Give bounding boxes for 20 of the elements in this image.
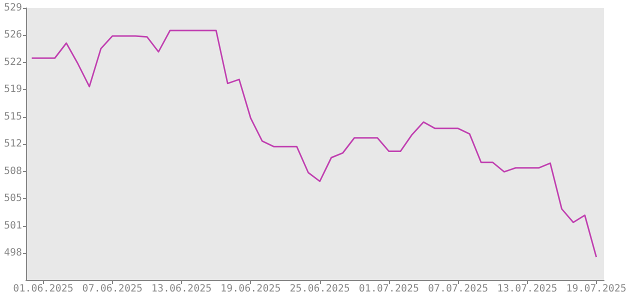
x-tick-label: 01.06.2025: [13, 284, 74, 294]
y-tick-label: 505: [4, 193, 22, 204]
y-tick-label: 515: [4, 111, 22, 122]
y-tick-label: 501: [4, 220, 22, 232]
x-tick-label: 13.07.2025: [497, 284, 558, 294]
x-tick-label: 13.06.2025: [151, 284, 212, 294]
y-tick-label: 512: [4, 138, 22, 150]
y-tick-label: 522: [4, 56, 22, 68]
y-tick-label: 526: [4, 30, 22, 41]
x-tick-label: 07.07.2025: [428, 284, 488, 294]
y-tick-label: 498: [4, 248, 22, 259]
x-tick-label: 07.06.2025: [82, 284, 143, 294]
line-series: [31, 30, 598, 258]
y-tick-label: 519: [4, 84, 22, 96]
x-tick-label: 19.06.2025: [220, 284, 281, 294]
x-tick-label: 19.07.2025: [566, 284, 626, 294]
y-tick-label: 529: [4, 2, 22, 14]
y-tick-label: 508: [4, 166, 22, 177]
x-tick-label: 01.07.2025: [358, 284, 420, 294]
x-tick-label: 25.06.2025: [290, 284, 350, 294]
